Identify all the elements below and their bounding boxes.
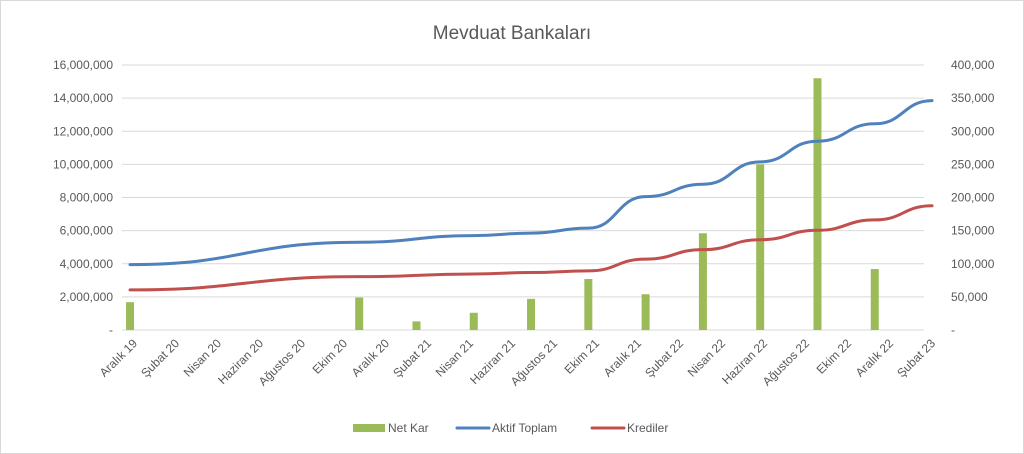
net-kar-bar: [756, 164, 765, 330]
right-tick-label: -: [951, 323, 955, 337]
x-tick-label: Şubat 21: [390, 336, 434, 380]
x-tick-label: Aralık 20: [349, 336, 393, 380]
x-tick-label: Şubat 22: [642, 336, 686, 380]
net-kar-bar: [469, 312, 478, 330]
bars: [126, 78, 879, 330]
krediler-line: [128, 204, 934, 292]
net-kar-bar: [641, 294, 650, 330]
legend-label: Aktif Toplam: [492, 421, 557, 435]
legend-label: Net Kar: [388, 421, 429, 435]
x-tick-label: Şubat 23: [894, 336, 938, 380]
net-kar-bar: [527, 298, 536, 330]
left-tick-label: 8,000,000: [60, 191, 114, 205]
right-tick-label: 50,000: [951, 290, 988, 304]
legend: Net Kar Aktif Toplam Krediler: [353, 421, 668, 435]
x-tick-label: Aralık 22: [853, 336, 897, 380]
net-kar-bar: [698, 233, 707, 330]
net-kar-bar: [126, 302, 135, 330]
left-tick-label: 12,000,000: [53, 124, 113, 138]
legend-swatch-net-kar: [353, 424, 385, 432]
right-tick-label: 350,000: [951, 91, 995, 105]
right-axis-ticks: - 50,000 100,000 150,000 200,000 250,000 300,0…: [951, 58, 995, 337]
net-kar-bar: [412, 321, 421, 330]
right-tick-label: 300,000: [951, 124, 995, 138]
left-tick-label: 6,000,000: [60, 224, 114, 238]
right-tick-label: 250,000: [951, 157, 995, 171]
x-tick-label: Ekim 20: [310, 336, 351, 377]
x-tick-label: Aralık 19: [97, 336, 141, 380]
gridlines: [122, 64, 924, 331]
aktif-toplam-line: [128, 99, 934, 267]
left-tick-label: 2,000,000: [60, 290, 114, 304]
left-tick-label: 4,000,000: [60, 257, 114, 271]
x-tick-label: Şubat 20: [138, 336, 182, 380]
right-tick-label: 100,000: [951, 257, 995, 271]
net-kar-bar: [355, 297, 364, 330]
net-kar-bar: [813, 78, 822, 330]
right-tick-label: 400,000: [951, 58, 995, 72]
left-tick-label: 10,000,000: [53, 157, 113, 171]
series-lines: [128, 99, 934, 292]
legend-label: Krediler: [627, 421, 668, 435]
x-tick-label: Ekim 22: [814, 336, 855, 377]
net-kar-bar: [870, 269, 879, 330]
left-tick-label: -: [109, 323, 113, 337]
net-kar-bar: [584, 278, 593, 330]
left-tick-label: 14,000,000: [53, 91, 113, 105]
x-tick-label: Nisan 21: [433, 336, 477, 380]
right-tick-label: 200,000: [951, 191, 995, 205]
x-tick-label: Nisan 20: [181, 336, 225, 380]
x-tick-label: Aralık 21: [601, 336, 645, 380]
right-tick-label: 150,000: [951, 224, 995, 238]
chart-title: Mevduat Bankaları: [433, 23, 591, 44]
x-tick-label: Ekim 21: [562, 336, 603, 377]
x-tick-label: Nisan 22: [685, 336, 729, 380]
left-tick-label: 16,000,000: [53, 58, 113, 72]
left-axis-ticks: - 2,000,000 4,000,000 6,000,000 8,000,000 10,…: [53, 58, 113, 337]
